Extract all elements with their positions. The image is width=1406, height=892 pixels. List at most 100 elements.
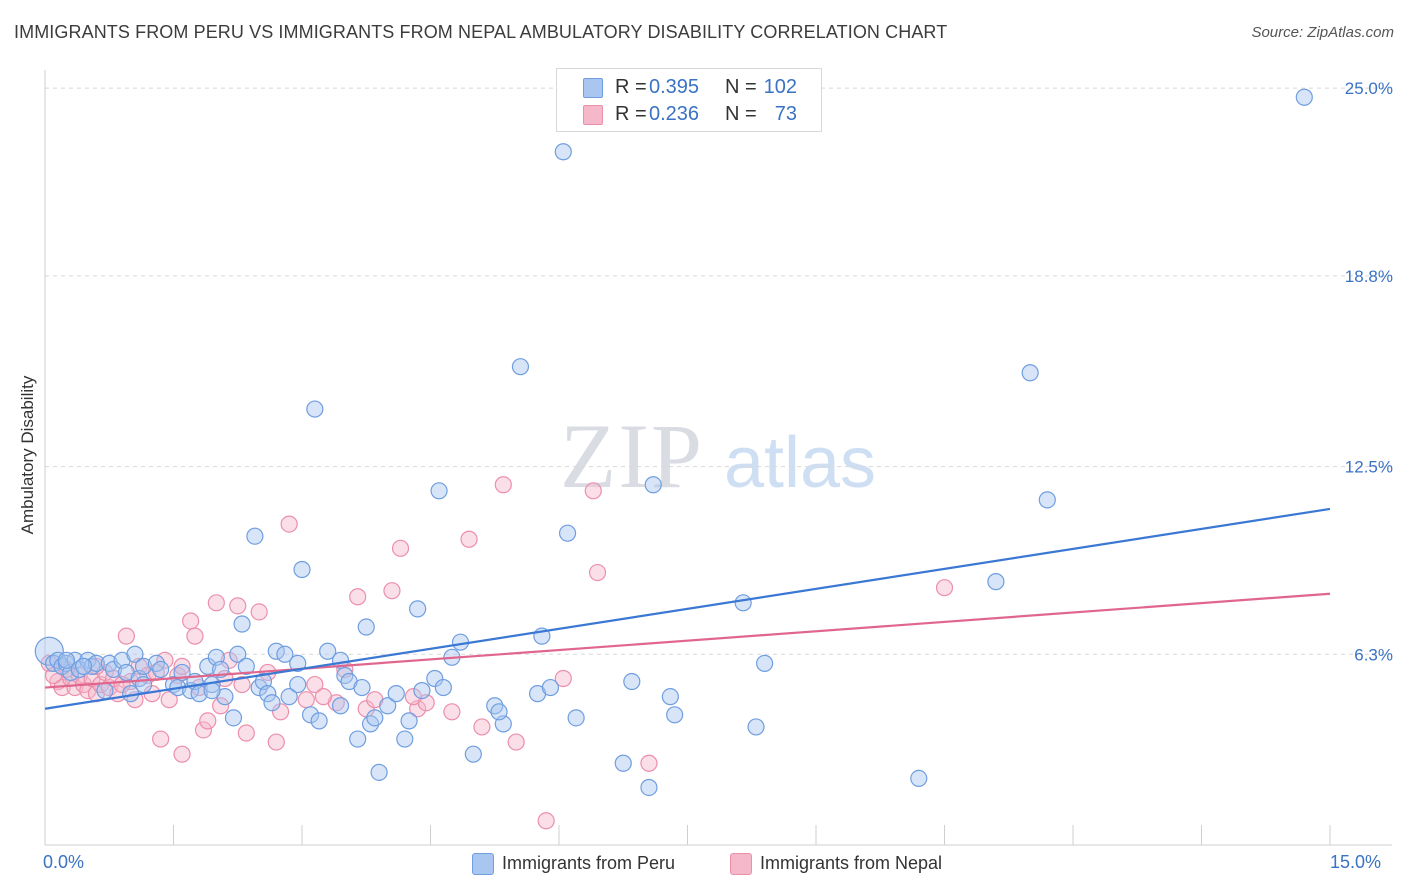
- data-point: [413, 682, 431, 700]
- trend-lines: [44, 507, 1331, 710]
- data-point: [494, 476, 512, 494]
- data-point: [267, 733, 285, 751]
- data-point: [383, 582, 401, 600]
- axes: [44, 70, 1392, 846]
- data-point: [443, 703, 461, 721]
- data-point: [554, 143, 572, 161]
- series-legend: Immigrants from Peru Immigrants from Nep…: [0, 852, 1406, 878]
- data-point: [152, 730, 170, 748]
- data-point: [246, 527, 264, 545]
- data-point: [182, 612, 200, 630]
- data-point: [541, 678, 560, 697]
- data-point: [306, 400, 324, 418]
- data-point: [233, 615, 251, 633]
- data-point: [319, 642, 337, 660]
- y-tick-label: 18.8%: [1345, 267, 1393, 286]
- data-point: [212, 697, 230, 715]
- data-point: [186, 627, 204, 645]
- data-point: [96, 682, 114, 700]
- legend-swatch-nepal: [730, 853, 752, 875]
- data-point: [391, 539, 410, 557]
- stats-legend: R = 0.395 N = 102 R = 0.236 N = 73: [556, 68, 822, 132]
- data-point: [237, 724, 255, 742]
- legend-n-value: 73: [774, 103, 797, 125]
- trend-line-peru: [44, 507, 1331, 710]
- data-point: [314, 688, 333, 706]
- data-point: [987, 573, 1005, 591]
- data-point: [57, 651, 76, 669]
- y-tick-labels: 6.3% 12.5% 18.8% 25.0%: [1345, 79, 1393, 664]
- data-point: [199, 712, 217, 730]
- data-point: [357, 618, 375, 636]
- series-nepal: [40, 476, 954, 830]
- data-point: [134, 657, 153, 675]
- data-point: [614, 754, 632, 772]
- data-point: [34, 636, 64, 666]
- y-tick-label: 12.5%: [1345, 458, 1393, 477]
- legend-label-nepal: Immigrants from Nepal: [760, 853, 943, 873]
- data-point: [353, 678, 371, 697]
- data-point: [379, 697, 397, 715]
- data-point: [567, 709, 585, 727]
- data-point: [220, 651, 238, 669]
- data-point: [666, 706, 684, 724]
- data-point: [396, 730, 414, 748]
- data-point: [104, 660, 123, 679]
- data-point: [263, 694, 281, 712]
- data-point: [173, 745, 191, 763]
- data-point: [537, 812, 555, 830]
- series-peru: [34, 88, 1313, 797]
- grid-lines: [45, 87, 1392, 655]
- data-point: [366, 709, 384, 727]
- watermark-zip: ZIP: [560, 405, 704, 507]
- data-point: [644, 476, 662, 494]
- legend-r-value: 0.236: [649, 103, 700, 125]
- data-point: [464, 745, 482, 763]
- legend-swatch-peru: [583, 78, 603, 98]
- data-point: [747, 718, 765, 736]
- data-point: [640, 754, 658, 772]
- chart-source: Source: ZipAtlas.com: [1251, 24, 1394, 41]
- data-point: [349, 730, 367, 748]
- data-point: [1021, 364, 1039, 382]
- data-point: [152, 660, 170, 679]
- watermark-atlas: atlas: [724, 423, 876, 503]
- data-point: [430, 482, 448, 500]
- legend-label-peru: Immigrants from Peru: [502, 853, 676, 873]
- watermark: ZIP atlas: [560, 405, 876, 507]
- trend-line-nepal: [44, 592, 1331, 689]
- data-point: [199, 657, 217, 675]
- data-point: [1295, 88, 1313, 106]
- data-point: [451, 633, 470, 651]
- legend-row-peru: R = 0.395 N = 102: [557, 74, 821, 100]
- legend-row-nepal: R = 0.236 N = 73: [557, 101, 821, 127]
- data-point: [426, 669, 444, 688]
- data-point: [755, 654, 774, 672]
- data-point: [511, 358, 530, 376]
- data-point: [173, 657, 191, 675]
- data-point: [1038, 491, 1056, 509]
- data-point: [293, 560, 311, 579]
- data-point: [400, 712, 418, 730]
- y-tick-label: 25.0%: [1345, 79, 1393, 98]
- data-point: [229, 645, 247, 663]
- data-point: [370, 763, 388, 781]
- data-point: [558, 524, 577, 542]
- data-point: [250, 603, 268, 621]
- legend-r-label: R =: [615, 103, 647, 125]
- data-point: [554, 669, 572, 688]
- data-point: [640, 778, 658, 797]
- data-point: [229, 597, 247, 615]
- legend-n-value: 102: [763, 76, 797, 98]
- data-point: [276, 645, 294, 663]
- data-point: [117, 627, 135, 645]
- data-point: [910, 769, 928, 787]
- data-point: [460, 530, 478, 548]
- data-point: [387, 685, 405, 703]
- data-point: [584, 482, 602, 500]
- y-tick-label: 6.3%: [1354, 645, 1393, 664]
- legend-swatch-nepal: [583, 105, 603, 125]
- legend-r-label: R =: [615, 76, 647, 98]
- data-point: [289, 654, 307, 672]
